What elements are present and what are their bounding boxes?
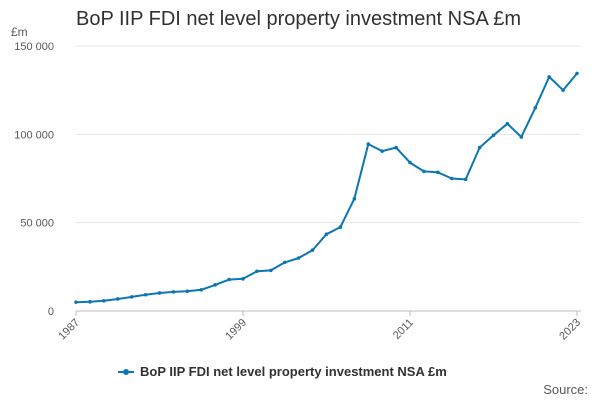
data-point — [324, 232, 329, 236]
data-point — [505, 121, 510, 126]
data-point — [88, 300, 92, 304]
data-point — [352, 197, 357, 201]
y-tick-label: 150 000 — [14, 41, 54, 53]
data-point — [408, 160, 412, 165]
data-point — [338, 225, 343, 229]
data-point — [157, 291, 162, 295]
data-point — [547, 75, 551, 79]
y-tick-label: 0 — [48, 306, 54, 318]
data-point — [380, 149, 384, 153]
y-axis-unit-label: £m — [11, 25, 28, 39]
y-tick-label: 100 000 — [14, 129, 54, 141]
x-tick-label: 2023 — [557, 317, 583, 343]
data-point — [115, 297, 120, 301]
data-point — [310, 248, 315, 252]
data-point — [366, 142, 371, 146]
data-point — [269, 268, 273, 273]
y-tick-label: 50 000 — [20, 218, 54, 230]
source-label: Source: — [543, 382, 588, 397]
data-point — [213, 283, 217, 287]
legend[interactable]: BoP IIP FDI net level property investmen… — [118, 364, 447, 379]
data-point — [436, 170, 440, 175]
data-point — [143, 292, 148, 297]
data-point — [449, 176, 454, 181]
data-point — [282, 260, 287, 265]
x-tick-label: 1999 — [223, 317, 249, 343]
data-point — [129, 295, 134, 299]
legend-label: BoP IIP FDI net level property investmen… — [140, 364, 447, 379]
data-point — [241, 277, 245, 281]
x-tick-label: 2011 — [391, 317, 416, 342]
x-tick-label: 1987 — [56, 317, 82, 343]
data-point — [394, 145, 398, 150]
data-point — [561, 88, 565, 92]
legend-line-marker-icon — [118, 368, 134, 375]
data-point — [171, 290, 176, 294]
data-point — [477, 145, 482, 150]
data-point — [255, 269, 259, 274]
series-line — [75, 72, 578, 304]
data-point — [422, 169, 426, 174]
data-point — [102, 298, 106, 303]
data-point — [519, 135, 524, 139]
data-point — [74, 300, 78, 304]
data-point — [227, 277, 231, 282]
data-point — [533, 106, 538, 110]
data-point — [199, 288, 204, 292]
data-point — [491, 133, 496, 138]
data-point — [185, 289, 190, 294]
chart-title: BoP IIP FDI net level property investmen… — [76, 8, 522, 30]
data-point — [296, 256, 301, 260]
data-point — [575, 71, 579, 76]
data-point — [463, 177, 468, 182]
